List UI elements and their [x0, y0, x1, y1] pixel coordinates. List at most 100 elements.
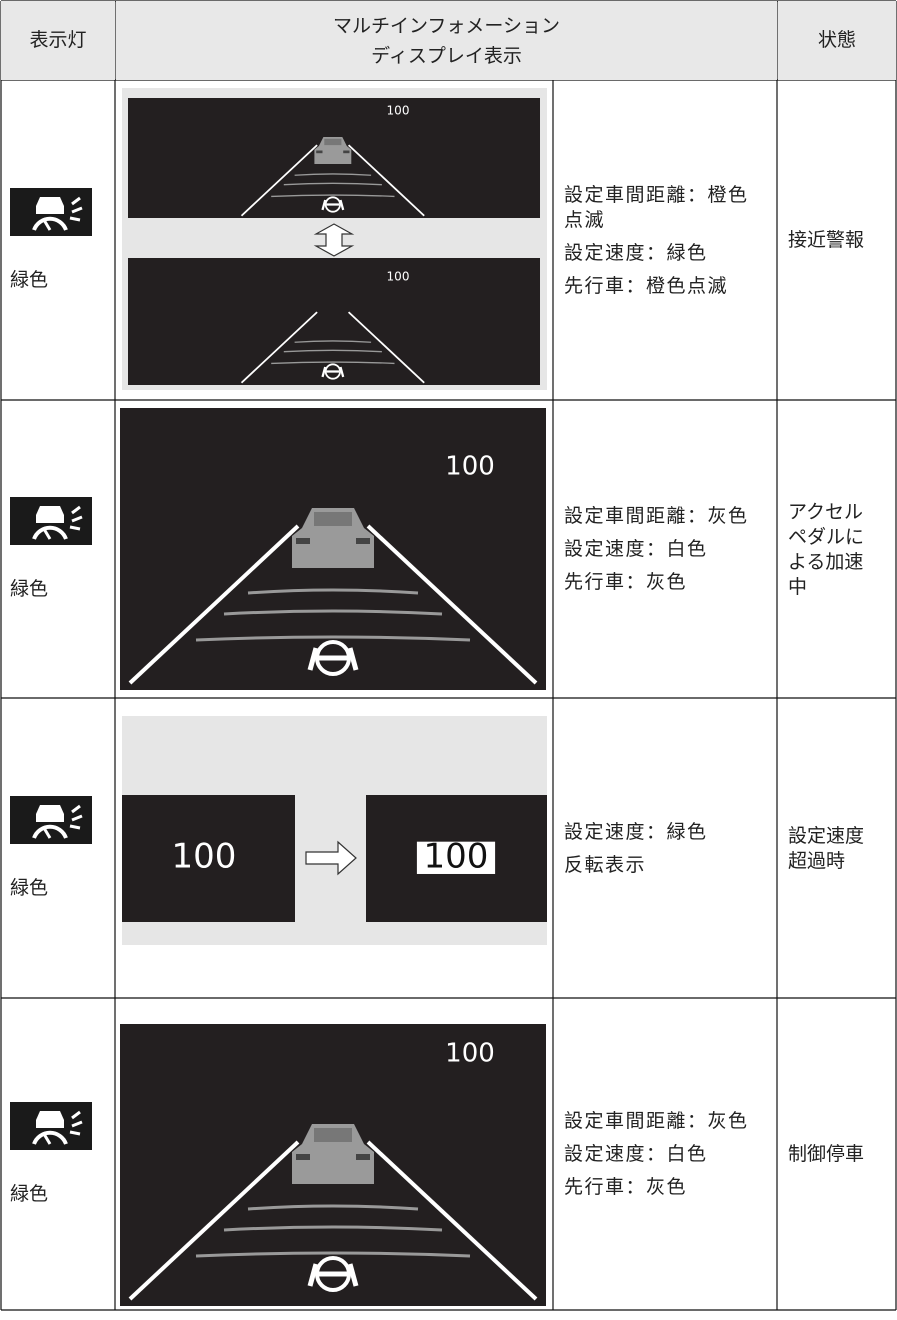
icon-car [36, 197, 64, 214]
description-line: 設定速度：緑色 [564, 820, 708, 843]
lane-line [366, 524, 538, 685]
state-text: 接近警報 [788, 229, 865, 251]
car-light [356, 1154, 370, 1160]
header-text: マルチインフォメーション [332, 14, 561, 37]
distance-bar [223, 1225, 443, 1232]
lead-car [292, 508, 374, 568]
icon-arrow [69, 804, 83, 830]
distance-bar [247, 588, 419, 595]
distance-bar [283, 182, 382, 186]
distance-bar [271, 194, 395, 198]
icon-gauge [32, 216, 68, 231]
description-line: 先行車：灰色 [564, 1176, 688, 1198]
screen [122, 795, 295, 922]
road-scene [240, 137, 425, 217]
inverted-box [416, 841, 496, 874]
icon-needle [42, 528, 52, 540]
indicator-icon [10, 497, 92, 545]
indicator-icon [10, 188, 92, 236]
steering-hands [307, 1263, 359, 1287]
speed-value: 100 [424, 837, 489, 877]
state-cell: 設定速度超過時 [778, 699, 896, 998]
speed-value: 100 [387, 270, 410, 284]
header-state: 状態 [778, 1, 896, 80]
lane-line [240, 311, 318, 384]
car-light [343, 150, 350, 154]
state-cell: アクセルペダルによる加速中 [778, 401, 896, 698]
description-line: 先行車：灰色 [564, 571, 688, 593]
road-scene [128, 508, 538, 685]
car-light [316, 150, 323, 154]
transition-arrow [305, 840, 357, 876]
car-window [324, 138, 342, 146]
description-cell: 設定車間距離：灰色 設定速度：白色 先行車：灰色 [554, 999, 776, 1310]
distance-bar [271, 361, 395, 365]
transition-arrow [313, 223, 355, 257]
icon-arrow [69, 505, 83, 531]
steering-hands [307, 647, 359, 671]
car-window [314, 1128, 352, 1142]
steering [324, 196, 341, 213]
car-light [296, 1154, 310, 1160]
description-line: 先行車：橙色点滅 [564, 274, 729, 297]
state-text: 設定速度超過時 [788, 824, 865, 872]
steering [324, 363, 341, 380]
car-window [314, 512, 352, 526]
distance-bar [294, 173, 372, 176]
lead-car [292, 1124, 374, 1184]
header-indicator: 表示灯 [1, 1, 115, 80]
indicator-color: 緑色 [10, 578, 49, 600]
header-text: ディスプレイ表示 [371, 44, 522, 67]
lane-line [128, 1140, 300, 1301]
steering-hands [321, 366, 345, 378]
road-scene [240, 311, 425, 384]
steering [315, 1256, 351, 1292]
indicator-icon [10, 796, 92, 844]
indicator-color: 緑色 [10, 1183, 49, 1205]
state-cell: 制御停車 [778, 999, 896, 1310]
lane-line [240, 144, 318, 217]
description-cell: 設定速度：緑色 反転表示 [554, 699, 776, 998]
icon-gauge [32, 824, 68, 839]
speed-value: 100 [445, 452, 495, 482]
distance-bar [195, 635, 471, 642]
car-light [296, 538, 310, 544]
description-line: 設定車間距離：灰色 [564, 505, 749, 527]
distance-bar [223, 609, 443, 616]
road-scene [128, 1124, 538, 1301]
lane-line [366, 1140, 538, 1301]
icon-gauge [32, 525, 68, 540]
lane-line [347, 144, 425, 217]
icon-arrow [69, 196, 83, 222]
lane-line [128, 524, 300, 685]
distance-bar [294, 340, 372, 343]
indicator-color: 緑色 [10, 269, 49, 291]
lane-line [347, 311, 425, 384]
state-text: 制御停車 [788, 1143, 865, 1165]
icon-car [36, 1111, 64, 1128]
description-line: 設定車間距離：灰色 [564, 1110, 749, 1132]
header-text: 状態 [817, 29, 856, 51]
steering [315, 640, 351, 676]
description-line: 設定速度：白色 [564, 1143, 708, 1165]
icon-needle [42, 827, 52, 839]
header-display: マルチインフォメーション ディスプレイ表示 [116, 1, 777, 80]
distance-bar [195, 1251, 471, 1258]
icon-gauge [32, 1130, 68, 1145]
icon-needle [42, 219, 52, 231]
distance-bar [283, 349, 382, 353]
icon-car [36, 805, 64, 822]
description-line: 設定車間距離：橙色点滅 [564, 183, 749, 231]
indicator-color: 緑色 [10, 877, 49, 899]
state-text: アクセルペダルによる加速中 [788, 500, 865, 598]
state-cell: 接近警報 [778, 81, 896, 400]
description-cell: 設定車間距離：橙色点滅設定速度：緑色 先行車：橙色点滅 [554, 81, 776, 400]
icon-arrow [69, 1110, 83, 1136]
icon-car [36, 506, 64, 523]
screen [128, 258, 540, 385]
description-line: 設定速度：白色 [564, 538, 708, 560]
description-line: 設定速度：緑色 [564, 241, 708, 264]
